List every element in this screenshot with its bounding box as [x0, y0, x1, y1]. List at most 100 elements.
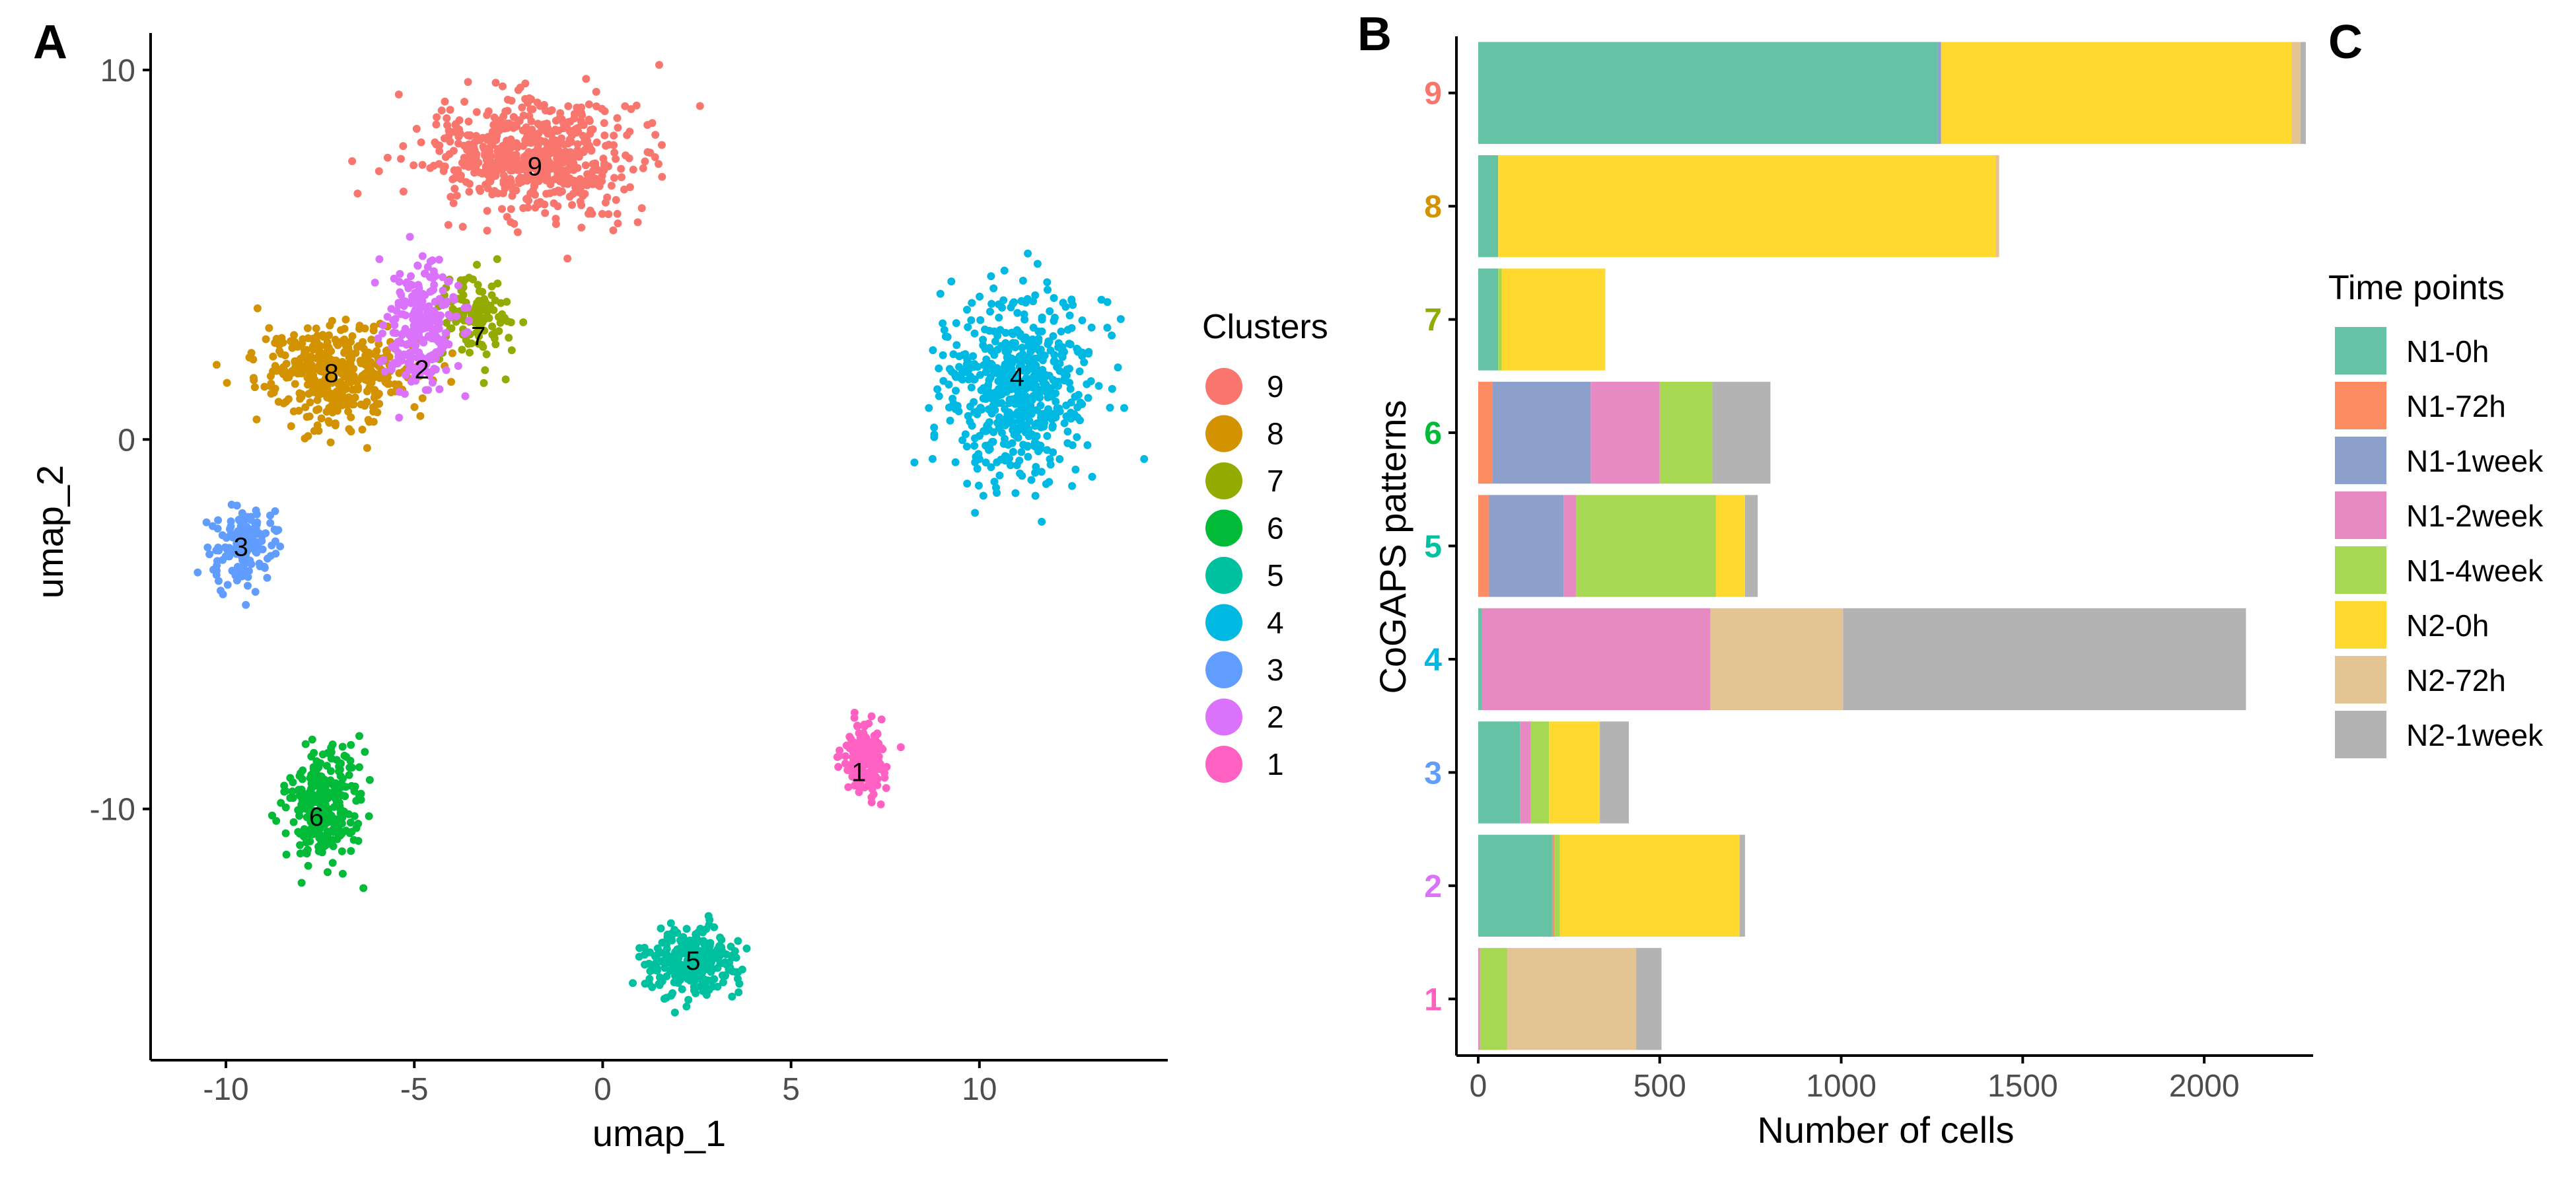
- umap-point: [287, 422, 295, 431]
- umap-point: [300, 825, 308, 834]
- umap-point: [1049, 332, 1057, 340]
- umap-point: [855, 729, 863, 738]
- umap-point: [466, 131, 474, 140]
- umap-point: [447, 193, 455, 201]
- legend-swatch: [2335, 327, 2386, 375]
- umap-point: [1103, 298, 1112, 306]
- umap-point: [378, 329, 386, 338]
- bar-y-tick-label-2: 2: [1424, 869, 1442, 904]
- bar-x-ticks: 0 500 1000 1500 2000: [1470, 1056, 2240, 1104]
- umap-point: [310, 812, 318, 821]
- bar-y-tick-label-7: 7: [1424, 303, 1442, 338]
- umap-point: [355, 763, 363, 772]
- umap-cluster-labels: 9 8 7 6 5 4 3 2 1: [234, 152, 1024, 976]
- umap-point: [364, 355, 373, 363]
- umap-point: [371, 278, 379, 287]
- umap-point: [503, 317, 512, 326]
- umap-point: [614, 124, 622, 132]
- umap-point: [963, 355, 972, 364]
- umap-point: [599, 155, 608, 162]
- umap-point: [336, 809, 345, 818]
- time-points-legend-items: N1-0h N1-72h N1-1week N1-2week N1-4week N2-0h…: [2335, 327, 2544, 758]
- umap-point: [347, 847, 355, 855]
- umap-point: [1020, 315, 1029, 324]
- umap-point: [987, 463, 995, 472]
- umap-point: [518, 103, 526, 112]
- umap-point: [439, 162, 447, 170]
- bar-segment-N1-0h: [1478, 834, 1553, 937]
- cluster-label-4: 4: [1010, 363, 1024, 392]
- umap-point: [306, 398, 314, 407]
- umap-point: [447, 312, 455, 321]
- umap-point: [1001, 362, 1009, 371]
- umap-point: [1018, 343, 1026, 352]
- umap-point: [692, 989, 700, 997]
- umap-point: [324, 344, 332, 353]
- legend-label: N1-0h: [2406, 334, 2489, 369]
- umap-point: [1033, 260, 1042, 268]
- umap-point: [326, 394, 334, 403]
- umap-point: [418, 394, 427, 402]
- umap-point: [610, 174, 618, 182]
- umap-point: [270, 525, 279, 534]
- umap-point: [265, 324, 273, 332]
- umap-point: [592, 138, 601, 147]
- bar-segment-N1-1week: [1937, 42, 1941, 144]
- time-points-legend-title: Time points: [2328, 269, 2505, 307]
- clusters-legend-item-6: 6: [1205, 509, 1284, 547]
- umap-point: [704, 912, 713, 920]
- umap-point: [910, 458, 919, 467]
- umap-point: [1063, 439, 1072, 447]
- umap-point: [328, 316, 336, 325]
- umap-point: [258, 545, 267, 554]
- umap-x-tick-label: -10: [203, 1072, 248, 1107]
- umap-point: [1108, 331, 1116, 340]
- umap-point: [303, 324, 312, 332]
- umap-point: [1016, 469, 1024, 478]
- time-legend-item-N2-72h: N2-72h: [2335, 656, 2506, 703]
- umap-point: [499, 82, 507, 90]
- legend-label: N2-0h: [2406, 608, 2489, 643]
- bar-segment-N2-0h: [1941, 42, 2292, 144]
- umap-point: [371, 386, 379, 394]
- legend-swatch: [1205, 415, 1242, 452]
- umap-x-axis-title: umap_1: [592, 1112, 726, 1154]
- umap-point: [483, 184, 492, 192]
- umap-point: [1024, 249, 1032, 258]
- umap-point: [1044, 390, 1052, 398]
- legend-label: N2-72h: [2406, 663, 2506, 698]
- umap-point: [1060, 347, 1068, 356]
- umap-point: [309, 763, 318, 772]
- umap-point: [997, 390, 1006, 399]
- umap-point: [306, 837, 314, 846]
- umap-point: [933, 385, 942, 394]
- bar-pattern-3: [1478, 721, 1629, 824]
- bar-segment-N1-1week: [1489, 495, 1564, 597]
- bar-segment-N2-72h: [1507, 948, 1637, 1050]
- umap-point: [335, 390, 343, 399]
- umap-point: [663, 930, 672, 939]
- umap-point: [863, 739, 872, 748]
- umap-point: [976, 293, 984, 301]
- umap-point: [338, 742, 347, 751]
- bar-segment-N2-0h: [1549, 721, 1600, 824]
- umap-point: [303, 359, 312, 367]
- umap-point: [410, 340, 418, 348]
- umap-point: [555, 151, 563, 160]
- umap-point: [284, 373, 293, 381]
- umap-point: [394, 90, 403, 98]
- umap-point: [491, 296, 499, 305]
- umap-y-tick-label: 0: [118, 423, 135, 458]
- umap-point: [850, 781, 859, 790]
- legend-swatch: [1205, 557, 1242, 594]
- umap-point: [464, 78, 472, 87]
- umap-point: [655, 160, 662, 168]
- umap-point: [731, 947, 739, 955]
- umap-point: [238, 572, 246, 581]
- umap-point: [370, 322, 378, 331]
- umap-point: [1003, 355, 1012, 363]
- umap-point: [507, 218, 515, 227]
- legend-swatch: [2335, 382, 2386, 429]
- umap-x-tick-label: -5: [400, 1072, 429, 1107]
- umap-point: [661, 964, 669, 972]
